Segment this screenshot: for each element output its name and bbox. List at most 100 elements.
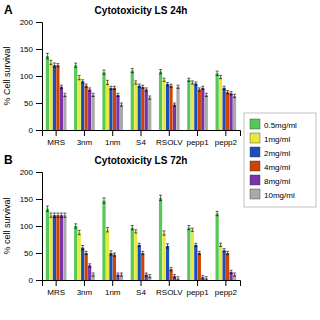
tick-label: 200 <box>20 168 34 177</box>
tick: 1nm <box>105 130 121 147</box>
bar <box>219 245 222 280</box>
error-bar <box>230 270 233 273</box>
tick-mark <box>36 130 42 131</box>
error-bar <box>134 230 137 233</box>
legend-frame <box>244 113 316 207</box>
bar <box>56 65 59 130</box>
bar <box>74 226 77 280</box>
bar <box>85 86 88 130</box>
bar <box>198 253 201 280</box>
error-bar <box>187 225 190 229</box>
tick-mark <box>36 49 42 50</box>
tick: S4 <box>136 280 146 297</box>
bar <box>162 80 165 130</box>
tick-mark <box>225 280 226 286</box>
error-bar <box>141 85 144 88</box>
tick-mark <box>36 226 42 227</box>
bar <box>85 253 88 280</box>
tick-mark <box>84 130 85 136</box>
error-bar <box>159 195 162 200</box>
bar <box>138 86 141 130</box>
bar <box>141 253 144 280</box>
tick-mark <box>169 280 170 286</box>
tick: 50 <box>24 99 42 108</box>
tick-mark <box>36 172 42 173</box>
error-bar <box>138 84 141 87</box>
bar <box>120 105 123 130</box>
error-bar <box>163 231 166 235</box>
bar <box>162 233 165 280</box>
error-bar <box>219 243 222 246</box>
error-bar <box>63 213 66 217</box>
error-bar <box>106 228 109 232</box>
tick-label: 50 <box>24 249 33 258</box>
error-bar <box>205 277 208 280</box>
bar <box>53 65 56 130</box>
tick: 150 <box>20 45 42 54</box>
legend-label: 8mg/ml <box>264 177 290 186</box>
tick-label: pepp2 <box>215 138 238 147</box>
tick-mark <box>36 103 42 104</box>
tick-mark <box>169 130 170 136</box>
tick: pepp1 <box>186 280 209 297</box>
series <box>56 64 229 130</box>
tick: pepp2 <box>215 130 238 147</box>
error-bar <box>226 91 229 94</box>
error-bar <box>85 84 88 87</box>
tick: 3nm <box>77 130 93 147</box>
tick-label: pepp1 <box>186 288 209 297</box>
bar <box>187 80 190 130</box>
error-bar <box>49 60 52 64</box>
title: Cytotoxicity LS 24h <box>95 5 188 16</box>
error-bar <box>233 94 236 97</box>
error-bar <box>159 70 162 74</box>
bar <box>134 82 137 130</box>
legend-label: 10mg/ml <box>264 191 295 200</box>
bar <box>49 63 52 131</box>
x-axis: MRS3nm1nmS4RSOLVpepp1pepp2 <box>43 130 241 147</box>
series <box>63 85 236 130</box>
bar <box>106 82 109 130</box>
legend-item: 10mg/ml <box>250 189 295 200</box>
error-bar <box>216 211 219 215</box>
bar <box>102 201 105 280</box>
series <box>53 63 226 130</box>
bar <box>134 231 137 280</box>
bar <box>145 90 148 131</box>
error-bar <box>88 264 91 267</box>
tick: MRS <box>47 130 65 147</box>
error-bar <box>145 273 148 276</box>
axis-line <box>36 173 43 281</box>
legend-label: 1mg/ml <box>264 135 290 144</box>
tick: 1nm <box>105 280 121 297</box>
error-bar <box>198 88 201 91</box>
bar <box>74 65 77 130</box>
legend: 0.5mg/ml1mg/ml2mg/ml4mg/ml8mg/ml10mg/ml <box>244 113 316 207</box>
tick-mark <box>112 130 113 136</box>
tick: RSOLV <box>156 280 183 297</box>
bar <box>88 90 91 131</box>
error-bar <box>223 86 226 89</box>
bar <box>159 72 162 130</box>
bar <box>191 82 194 130</box>
error-bar <box>138 243 141 246</box>
chart: 050100150200MRS3nm1nmS4RSOLVpepp1pepp2Cy… <box>0 0 320 320</box>
series <box>46 195 219 280</box>
error-bar <box>102 70 105 74</box>
tick-label: 200 <box>20 18 34 27</box>
error-bar <box>116 273 119 276</box>
tick-mark <box>112 280 113 286</box>
legend-item: 0.5mg/ml <box>250 119 297 130</box>
series <box>53 213 226 280</box>
error-bar <box>163 78 166 81</box>
tick: 100 <box>20 222 42 231</box>
error-bar <box>74 63 77 67</box>
tick: 100 <box>20 72 42 81</box>
bar <box>60 87 63 130</box>
error-bar <box>113 86 116 89</box>
error-bar <box>177 85 180 88</box>
tick-mark <box>36 22 42 23</box>
bar <box>201 88 204 130</box>
bar <box>233 96 236 130</box>
error-bar <box>49 213 52 217</box>
